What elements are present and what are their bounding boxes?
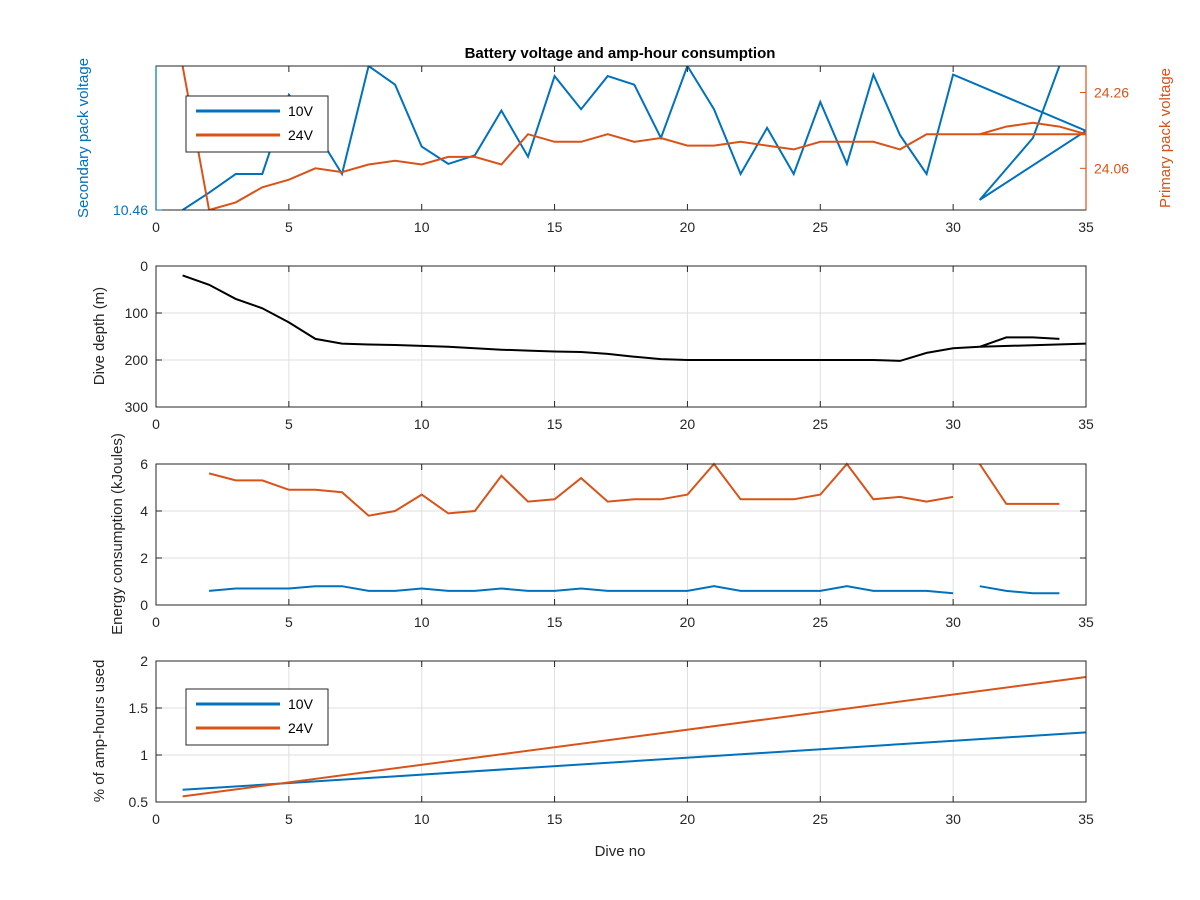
x-tick-label: 0 <box>152 811 160 827</box>
y-tick-label: 0.5 <box>129 794 149 810</box>
x-tick-label: 15 <box>547 416 563 432</box>
voltage-legend[interactable]: 10V 24V <box>185 95 329 153</box>
x-tick-label: 10 <box>414 416 430 432</box>
left-y-tick-label: 10.46 <box>113 202 148 218</box>
x-tick-label: 30 <box>945 416 961 432</box>
right-y-tick-label: 24.06 <box>1094 160 1129 176</box>
legend-label-10v: 10V <box>288 696 314 712</box>
energy-line-24v <box>208 462 954 517</box>
voltage-panel: 0 5 10 15 20 25 30 35 10.46 24.06 24.26 Secondary … <box>75 58 1174 235</box>
depth-line <box>182 274 1087 362</box>
x-tick-label: 10 <box>414 811 430 827</box>
energy-line-10v <box>209 585 954 595</box>
x-tick-label: 15 <box>547 219 563 235</box>
x-tick-label: 20 <box>680 219 696 235</box>
amp-hours-axis-label: % of amp-hours used <box>91 660 108 803</box>
amp-hours-axes-frame <box>155 660 1087 803</box>
depth-panel: 0 5 10 15 20 25 30 35 0 100 200 300 Dive depth (m) <box>91 258 1094 432</box>
legend-label-10v: 10V <box>288 103 314 119</box>
x-tick-label: 35 <box>1078 614 1094 630</box>
x-tick-label: 10 <box>414 614 430 630</box>
x-tick-label: 15 <box>547 614 563 630</box>
amp-hours-panel: 0 5 10 15 20 25 30 35 0.5 1 1.5 2 % of amp-hours us… <box>91 653 1094 827</box>
x-tick-label: 25 <box>812 614 828 630</box>
y-tick-label: 0 <box>140 258 148 274</box>
amp-hours-line-24v <box>182 676 1087 798</box>
x-tick-label: 0 <box>152 416 160 432</box>
x-tick-label: 5 <box>285 416 293 432</box>
series-line-10v <box>182 66 1086 210</box>
depth-axis-label: Dive depth (m) <box>91 287 108 385</box>
x-tick-label: 5 <box>285 811 293 827</box>
energy-axes-frame <box>155 463 1087 606</box>
series-line-24v <box>181 66 1086 210</box>
energy-axis-label: Energy consumption (kJoules) <box>109 433 126 635</box>
x-tick-label: 35 <box>1078 416 1094 432</box>
y-tick-label: 4 <box>140 503 148 519</box>
x-axis-label: Dive no <box>595 843 646 860</box>
amp-hours-legend[interactable]: 10V 24V <box>185 688 329 746</box>
right-y-tick-label: 24.26 <box>1094 85 1129 101</box>
x-tick-label: 20 <box>680 811 696 827</box>
x-tick-label: 25 <box>812 219 828 235</box>
energy-line-10v <box>979 585 1060 595</box>
depth-axes-frame <box>155 265 1087 408</box>
y-tick-label: 1.5 <box>129 700 149 716</box>
y-tick-label: 300 <box>125 399 149 415</box>
y-tick-label: 6 <box>140 456 148 472</box>
x-tick-label: 25 <box>812 416 828 432</box>
y-tick-label: 2 <box>140 550 148 566</box>
legend-box <box>185 688 329 746</box>
x-tick-label: 5 <box>285 614 293 630</box>
y-tick-label: 200 <box>125 352 149 368</box>
x-tick-label: 25 <box>812 811 828 827</box>
amp-hours-line-10v <box>182 731 1087 791</box>
energy-panel: 0 5 10 15 20 25 30 35 0 2 4 6 Energy consumption (k… <box>109 433 1094 635</box>
energy-line-24v <box>978 463 1060 505</box>
x-tick-label: 0 <box>152 219 160 235</box>
y-tick-label: 0 <box>140 597 148 613</box>
chart-title: Battery voltage and amp-hour consumption <box>465 45 776 62</box>
x-tick-label: 35 <box>1078 811 1094 827</box>
y-tick-label: 2 <box>140 653 148 669</box>
legend-label-24v: 24V <box>288 720 314 736</box>
x-tick-label: 30 <box>945 219 961 235</box>
legend-box <box>185 95 329 153</box>
right-axis-label: Primary pack voltage <box>1157 68 1174 208</box>
x-tick-label: 10 <box>414 219 430 235</box>
y-tick-label: 100 <box>125 305 149 321</box>
x-tick-label: 20 <box>680 416 696 432</box>
left-axis-label: Secondary pack voltage <box>75 58 92 218</box>
legend-label-24v: 24V <box>288 127 314 143</box>
x-tick-label: 20 <box>680 614 696 630</box>
x-tick-label: 35 <box>1078 219 1094 235</box>
y-tick-label: 1 <box>140 747 148 763</box>
x-tick-label: 15 <box>547 811 563 827</box>
x-tick-label: 30 <box>945 614 961 630</box>
x-tick-label: 30 <box>945 811 961 827</box>
x-tick-label: 5 <box>285 219 293 235</box>
x-tick-label: 0 <box>152 614 160 630</box>
